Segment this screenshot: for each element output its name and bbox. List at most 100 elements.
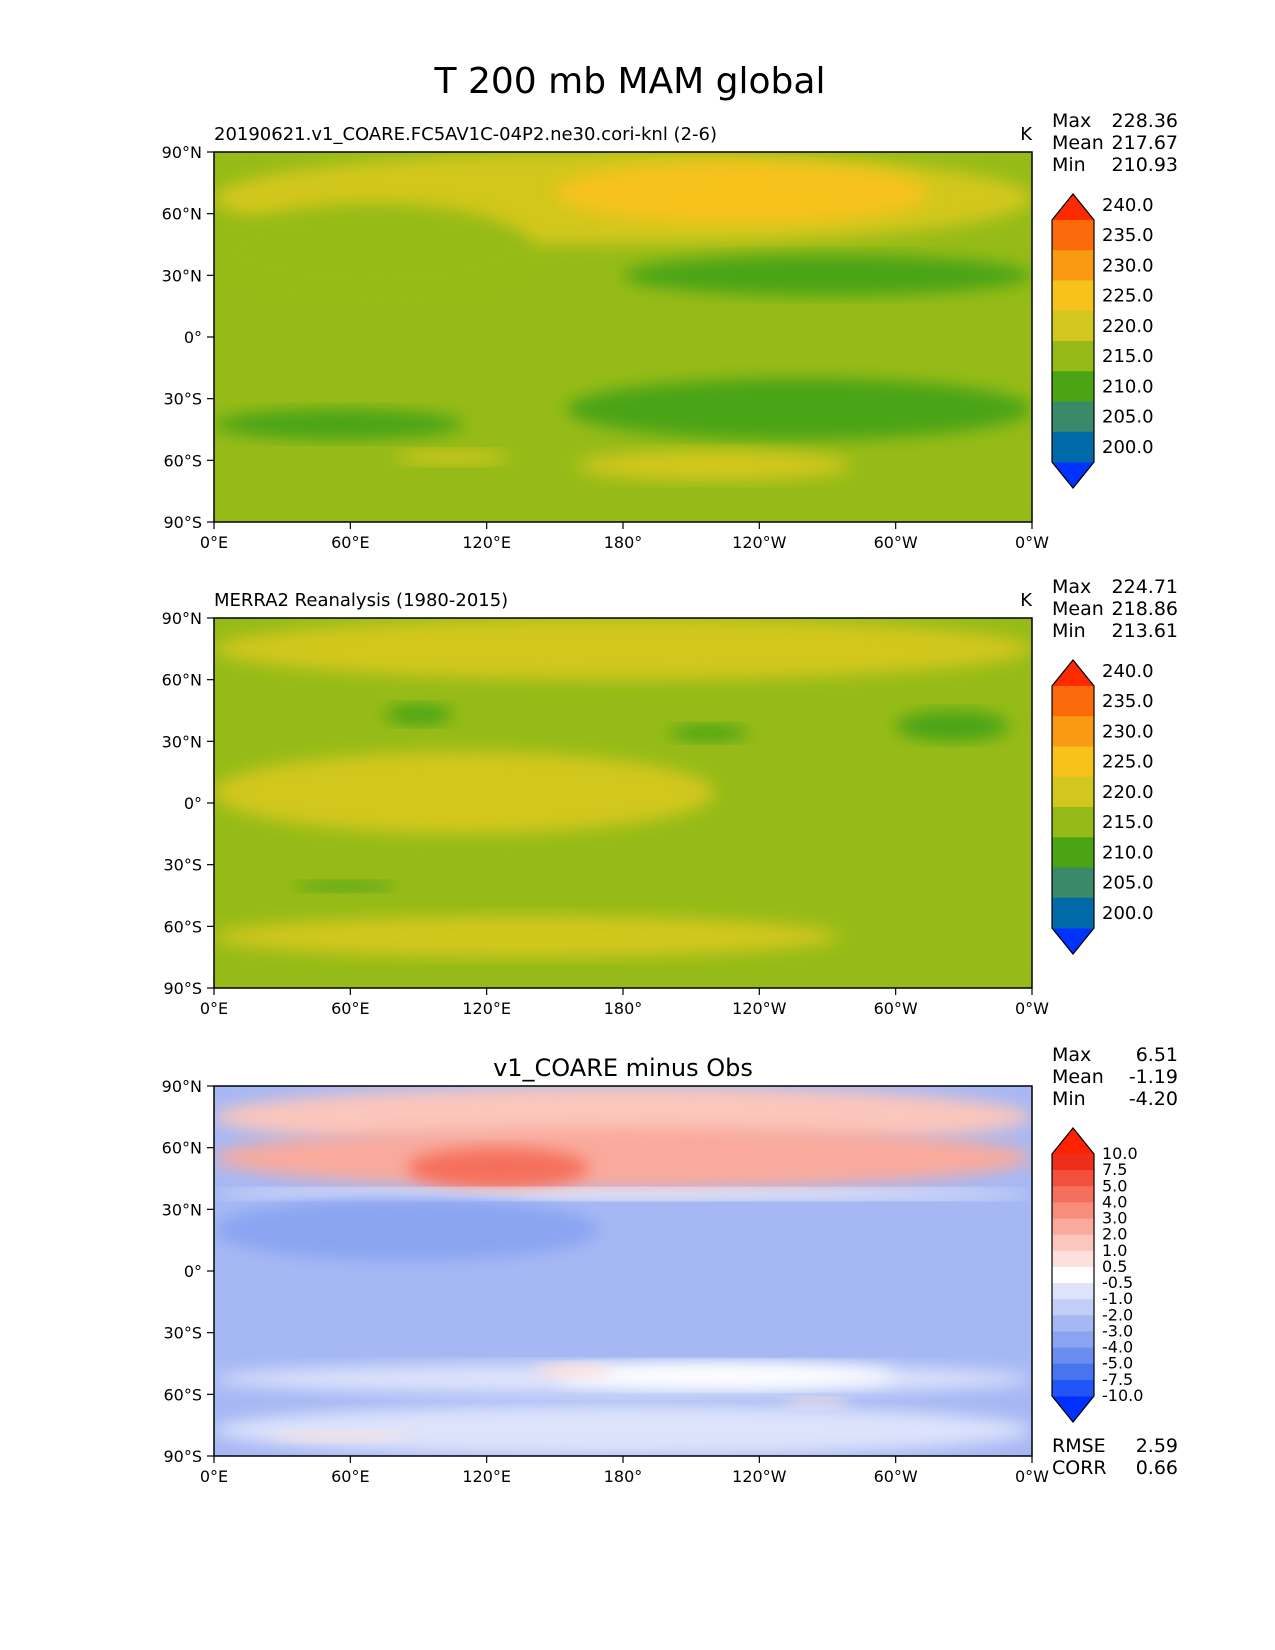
x-tick-label: 120°E (462, 1467, 511, 1486)
field-region-8 (577, 450, 851, 481)
stat-value: 213.61 (1112, 620, 1178, 642)
field-region-7 (395, 450, 510, 465)
field-region-7 (554, 1363, 896, 1389)
colorbar-segment (1052, 1234, 1094, 1252)
colorbar-extend-min (1052, 1396, 1094, 1422)
y-tick-label: 0° (184, 328, 202, 347)
colorbar-segment (1052, 746, 1094, 778)
field-region-6 (895, 710, 1010, 742)
colorbar-level-label: 5.0 (1102, 1176, 1127, 1195)
x-tick-label: 60°W (874, 533, 918, 552)
x-tick-label: 120°E (462, 533, 511, 552)
metric-value: 2.59 (1136, 1435, 1178, 1457)
field-region-2 (554, 162, 930, 224)
colorbar-level-label: 200.0 (1102, 437, 1154, 458)
colorbar-level-label: 2.0 (1102, 1225, 1127, 1244)
x-tick-label: 60°W (874, 999, 918, 1018)
colorbar-segment (1052, 1379, 1094, 1397)
colorbar-segment (1052, 807, 1094, 838)
colorbar-level-label: 1.0 (1102, 1241, 1127, 1260)
map-panel-3: 0°E 60°E 120°E 180° 120°W 60°W 0°W 90°N 60°N 30°N… (162, 1044, 1178, 1486)
stat-label: Mean (1052, 1066, 1104, 1088)
colorbar-segment (1052, 716, 1094, 747)
colorbar-level-label: 205.0 (1102, 407, 1154, 428)
x-tick-label: 120°W (732, 1467, 787, 1486)
stat-label: Max (1052, 576, 1091, 598)
colorbar-level-label: -3.0 (1102, 1321, 1133, 1340)
y-tick-label: 30°N (162, 1200, 202, 1219)
stat-value: 224.71 (1112, 576, 1178, 598)
x-tick-label: 0°W (1015, 999, 1049, 1018)
units-label: K (1020, 124, 1033, 145)
metric-label: RMSE (1052, 1435, 1106, 1457)
y-tick-label: 90°N (162, 1077, 202, 1096)
y-tick-label: 30°S (163, 1324, 202, 1343)
field-region-5 (214, 408, 464, 440)
field-region-8 (532, 1363, 612, 1378)
map-panel-2: 0°E 60°E 120°E 180° 120°W 60°W 0°W 90°N 60°N 30°N… (162, 576, 1178, 1018)
field-region-3 (407, 1147, 589, 1189)
colorbar-level-label: 10.0 (1102, 1144, 1138, 1163)
y-tick-label: 90°S (163, 979, 202, 998)
colorbar-level-label: 210.0 (1102, 376, 1154, 397)
colorbar-level-label: 3.0 (1102, 1209, 1127, 1228)
colorbar-level-label: -10.0 (1102, 1386, 1143, 1405)
panel-title: v1_COARE minus Obs (493, 1054, 753, 1082)
colorbar-segment (1052, 1186, 1094, 1203)
metric-value: 0.66 (1136, 1457, 1178, 1479)
colorbar-level-label: 210.0 (1102, 842, 1154, 863)
colorbar-outline (1051, 659, 1095, 955)
field-region-4 (214, 1188, 1032, 1200)
field-region-1 (214, 618, 1032, 680)
colorbar-outline (1051, 193, 1095, 489)
colorbar-level-label: -1.0 (1102, 1289, 1133, 1308)
colorbar-segment (1052, 1363, 1094, 1381)
colorbar-segment (1052, 776, 1094, 808)
colorbar-extend-max (1052, 1128, 1094, 1154)
field-region-5 (668, 724, 748, 742)
colorbar-level-label: 225.0 (1102, 286, 1154, 307)
y-tick-label: 60°N (162, 205, 202, 224)
stat-label: Min (1052, 620, 1086, 642)
stat-label: Mean (1052, 132, 1104, 154)
field-region-3 (214, 916, 839, 958)
colorbar-segment (1052, 401, 1094, 433)
colorbar-segment (1052, 1154, 1094, 1171)
x-tick-label: 60°W (874, 1467, 918, 1486)
x-tick-label: 0°W (1015, 1467, 1049, 1486)
y-tick-label: 30°N (162, 266, 202, 285)
stat-value: -1.19 (1129, 1066, 1178, 1088)
colorbar: 200.0 205.0 210.0 215.0 220.0 225.0 230.0 235.0… (1051, 659, 1154, 955)
stat-value: 217.67 (1112, 132, 1178, 154)
field-region-2 (214, 1127, 1032, 1189)
field (214, 1086, 1032, 1456)
colorbar-segment (1052, 280, 1094, 312)
colorbar-level-label: -5.0 (1102, 1354, 1133, 1373)
colorbar-segment (1052, 1283, 1094, 1300)
colorbar-segment (1052, 431, 1094, 463)
y-tick-label: 30°N (162, 732, 202, 751)
colorbar-level-label: 7.5 (1102, 1160, 1127, 1179)
colorbar-segment (1052, 1315, 1094, 1332)
figure-title: T 200 mb MAM global (434, 61, 826, 102)
map-panel-1: 0°E 60°E 120°E 180° 120°W 60°W 0°W 90°N 60°N 30°N… (162, 110, 1178, 552)
field-region-9 (782, 1398, 851, 1409)
colorbar-segment (1052, 341, 1094, 372)
colorbar-level-label: 240.0 (1102, 195, 1154, 216)
stat-label: Max (1052, 1044, 1091, 1066)
field-region-11 (270, 1431, 408, 1442)
colorbar-level-label: 240.0 (1102, 661, 1154, 682)
stat-label: Min (1052, 1088, 1086, 1110)
colorbar-segment (1052, 250, 1094, 281)
colorbar-level-label: 220.0 (1102, 316, 1154, 337)
colorbar-outline (1051, 1127, 1095, 1423)
colorbar-level-label: 215.0 (1102, 812, 1154, 833)
x-tick-label: 180° (604, 999, 643, 1018)
colorbar-level-label: 230.0 (1102, 255, 1154, 276)
colorbar-level-label: 215.0 (1102, 346, 1154, 367)
colorbar: -10.0-7.5-5.0-4.0-3.0-2.0-1.0-0.50.51.02… (1051, 1127, 1143, 1423)
colorbar-segment (1052, 1202, 1094, 1220)
x-tick-label: 180° (604, 533, 643, 552)
y-tick-label: 90°S (163, 1447, 202, 1466)
